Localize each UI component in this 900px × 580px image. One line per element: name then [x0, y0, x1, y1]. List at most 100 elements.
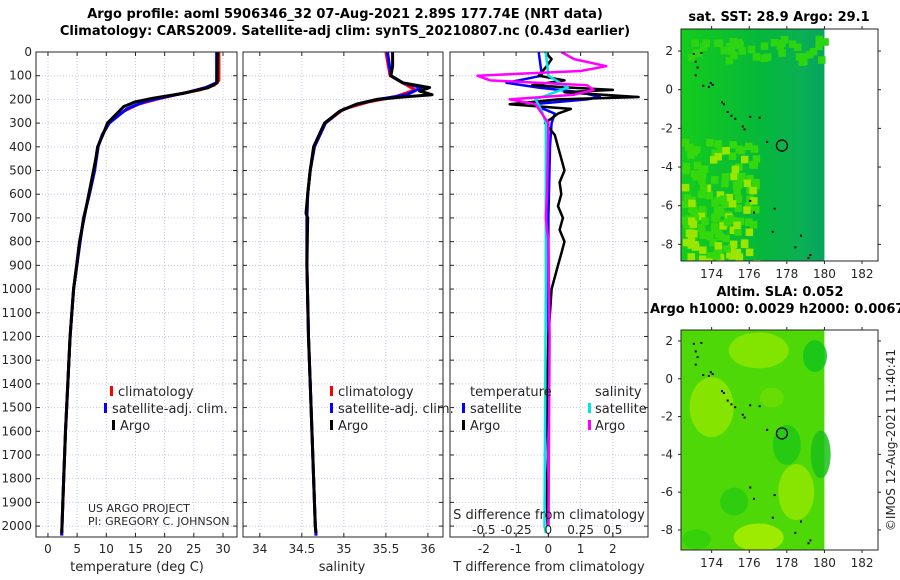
sst-cell [725, 193, 733, 202]
sst-cell [681, 138, 690, 147]
island-mark [734, 406, 737, 409]
sla-patch [772, 424, 801, 465]
lon-tick-label: 174 [700, 267, 723, 281]
sst-cell [721, 179, 729, 188]
sst-cell [738, 47, 746, 55]
sst-cell [711, 176, 719, 184]
sst-cell [746, 174, 754, 183]
sst-cell [716, 191, 725, 199]
x-tick-label: 25 [186, 542, 201, 556]
sst-cell [752, 53, 761, 61]
legend-t-satellite-marker [462, 403, 465, 413]
island-mark [722, 103, 725, 106]
legend-climatology: climatology [118, 385, 194, 400]
y-tick-label: 700 [9, 211, 32, 225]
island-mark [692, 342, 695, 345]
sst-cell [681, 183, 690, 192]
s-tick-label: -0.25 [501, 523, 532, 537]
x-tick-label: 0 [44, 542, 52, 556]
sst-cell [806, 51, 814, 59]
sla-map-subtitle: Argo h1000: 0.0029 h2000: 0.0067 [650, 302, 900, 317]
sst-cell [800, 57, 808, 66]
lon-tick-label: 182 [851, 267, 874, 281]
sla-patch [689, 377, 734, 438]
sst-cell [697, 190, 706, 199]
axes-frame [449, 51, 649, 538]
y-tick-label: 800 [9, 235, 32, 249]
y-tick-label: 1600 [1, 424, 32, 438]
island-mark [734, 117, 737, 120]
legend-s-argo-marker [588, 420, 591, 430]
sst-cell [770, 38, 779, 47]
temperature-panel: 0100200300400500600700800900100011001200… [1, 45, 238, 556]
series-t-argo [508, 52, 640, 527]
sst-cell [699, 231, 707, 240]
lat-tick-label: -4 [661, 447, 673, 461]
island-mark [694, 363, 697, 366]
sst-cell [778, 49, 786, 57]
island-mark [696, 356, 699, 359]
sst-cell [702, 39, 710, 47]
sst-cell [730, 172, 738, 181]
island-mark [749, 404, 752, 407]
sst-cell [778, 39, 786, 48]
legend-satellite-adj: satellite-adj. clim. [338, 402, 454, 417]
sst-cell [698, 177, 706, 185]
sst-cell [729, 240, 738, 249]
sst-cell [743, 179, 752, 188]
x-tick-label: 35.5 [372, 542, 399, 556]
sst-cell [729, 226, 738, 234]
x-tick-label: 2 [609, 542, 617, 556]
sst-cell [821, 38, 829, 46]
y-tick-label: 200 [9, 92, 32, 106]
sst-cell [719, 222, 727, 230]
sst-cell [780, 35, 789, 44]
sst-cell [721, 173, 730, 181]
sla-map-title: Altim. SLA: 0.052 [717, 285, 844, 300]
sst-cell [740, 155, 749, 164]
difference-legend: temperature salinity satellite Argo sate… [462, 385, 647, 434]
sst-cell [793, 43, 802, 51]
imos-watermark: ©IMOS 12-Aug-2021 11:40:41 [884, 349, 898, 531]
map-frame [680, 329, 879, 551]
x-tick-label: 15 [128, 542, 143, 556]
sst-cell [687, 241, 696, 249]
lon-tick-label: 174 [700, 556, 723, 570]
lat-tick-label: 0 [665, 83, 673, 97]
legend-climatology-marker [110, 386, 113, 396]
sst-cell [752, 155, 761, 163]
sst-cell [723, 245, 731, 253]
sst-cell [737, 174, 745, 183]
sla-map-panel: 174 176 178 180 182 2 0 -2 -4 -6 -8 [661, 327, 881, 570]
sst-cell [720, 46, 728, 55]
series-argo [60, 52, 220, 534]
argo-position-marker [775, 139, 789, 152]
island-mark [771, 230, 774, 233]
legend-satellite-marker [104, 403, 107, 413]
x-tick-label: 35 [336, 542, 351, 556]
sst-cell [685, 229, 694, 238]
series-climatology [60, 52, 221, 536]
series-argo [304, 52, 434, 534]
sst-cell [697, 212, 706, 221]
sst-cell [752, 259, 761, 261]
sst-cell [726, 42, 734, 51]
island-mark [743, 416, 746, 419]
lat-tick-label: -2 [661, 410, 673, 424]
sst-cell [713, 252, 721, 260]
axes-frame [242, 51, 444, 538]
map-frame [680, 28, 879, 262]
s-difference-label: S difference from climatology [453, 508, 645, 523]
sst-cell [732, 181, 741, 189]
lon-tick-label: 180 [813, 267, 836, 281]
sst-cell [714, 152, 722, 161]
sst-cell [730, 51, 738, 60]
island-mark [794, 246, 797, 249]
island-mark [692, 52, 695, 55]
sst-cell [745, 218, 753, 226]
sst-cell [705, 191, 714, 200]
sst-cell [818, 56, 826, 64]
sst-cell [714, 230, 723, 238]
x-tick-label: -1 [510, 542, 522, 556]
